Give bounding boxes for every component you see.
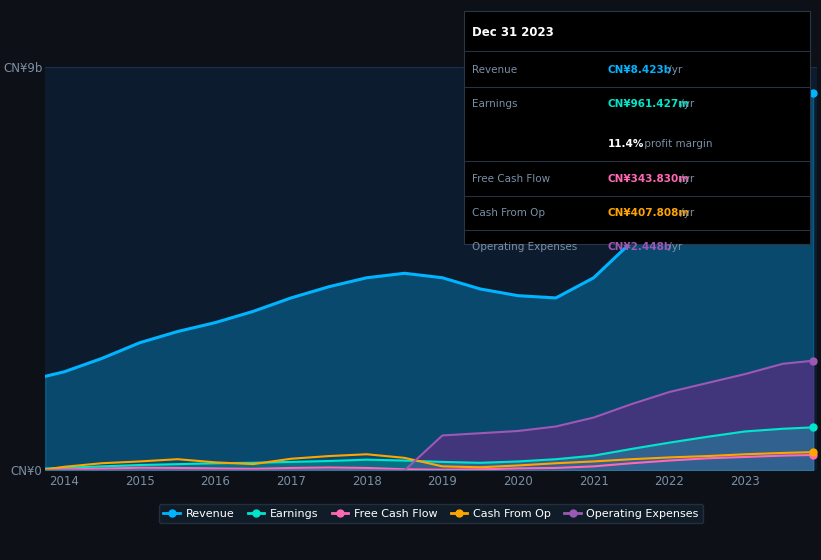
Text: Cash From Op: Cash From Op [472,208,545,218]
Text: CN¥343.830m: CN¥343.830m [608,174,690,184]
Text: /yr: /yr [665,242,682,251]
Text: Operating Expenses: Operating Expenses [472,242,577,251]
Text: Earnings: Earnings [472,99,517,109]
Legend: Revenue, Earnings, Free Cash Flow, Cash From Op, Operating Expenses: Revenue, Earnings, Free Cash Flow, Cash … [158,505,704,523]
Text: CN¥2.448b: CN¥2.448b [608,242,672,251]
Text: 11.4%: 11.4% [608,139,644,150]
Text: profit margin: profit margin [641,139,713,150]
Text: /yr: /yr [665,65,682,75]
Text: Free Cash Flow: Free Cash Flow [472,174,550,184]
Text: /yr: /yr [677,99,694,109]
Text: /yr: /yr [677,174,694,184]
Text: CN¥8.423b: CN¥8.423b [608,65,672,75]
Text: /yr: /yr [677,208,694,218]
Text: CN¥407.808m: CN¥407.808m [608,208,690,218]
Text: CN¥961.427m: CN¥961.427m [608,99,690,109]
Text: Dec 31 2023: Dec 31 2023 [472,26,554,39]
Text: Revenue: Revenue [472,65,517,75]
